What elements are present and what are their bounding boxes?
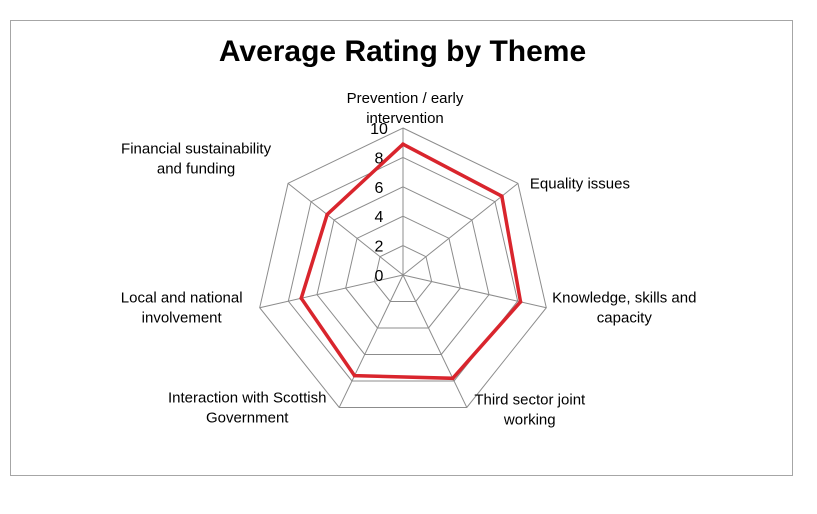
category-label: Financial sustainability and funding: [121, 140, 272, 177]
tick-label: 0: [375, 268, 384, 285]
chart-frame: Average Rating by Theme 0 2 4 6 8 10 Preventio…: [10, 20, 793, 476]
grid-ring: [259, 127, 547, 408]
category-label-line: working: [503, 411, 556, 428]
grid-spoke: [287, 182, 404, 276]
radar-chart: 0 2 4 6 8 10 Prevention / early intervention Equ…: [121, 90, 697, 428]
category-label-line: and funding: [157, 160, 235, 177]
grid-spoke: [259, 274, 404, 309]
category-label-line: Prevention / early: [347, 90, 464, 107]
category-label-line: intervention: [366, 110, 444, 127]
category-label: Prevention / early intervention: [347, 90, 464, 127]
chart-title: Average Rating by Theme: [218, 35, 587, 68]
data-point: [352, 373, 357, 378]
grid-spoke: [402, 182, 519, 276]
category-label-line: Local and national: [121, 290, 243, 307]
tick-label: 10: [370, 121, 388, 138]
grid-spoke: [402, 274, 468, 408]
category-label-line: Interaction with Scottish: [168, 389, 326, 406]
category-label-line: capacity: [597, 310, 653, 327]
category-label: Knowledge, skills and capacity: [552, 290, 696, 327]
data-point: [518, 300, 523, 304]
category-label: Local and national involvement: [121, 290, 243, 327]
tick-label: 2: [375, 239, 384, 256]
data-point: [299, 296, 304, 301]
data-point: [325, 212, 329, 217]
category-label-line: involvement: [142, 310, 223, 327]
category-label-line: Financial sustainability: [121, 140, 272, 157]
grid-ring: [373, 245, 433, 302]
category-label-line: Knowledge, skills and: [552, 290, 696, 307]
data-point: [401, 142, 405, 146]
category-label-line: Government: [206, 409, 289, 426]
tick-label: 4: [375, 209, 384, 226]
grid-spoke: [402, 274, 547, 309]
tick-label: 8: [375, 150, 384, 167]
series-line: [299, 142, 523, 381]
data-point: [450, 376, 455, 381]
grid-spoke: [338, 274, 404, 408]
category-label: Interaction with Scottish Government: [168, 389, 326, 426]
grid-ring: [287, 156, 519, 382]
data-point: [500, 194, 504, 198]
category-label-line: Equality issues: [530, 175, 630, 192]
tick-label: 6: [375, 180, 384, 197]
category-label: Equality issues: [530, 175, 630, 192]
category-label-line: Third sector joint: [474, 391, 586, 408]
category-label: Third sector joint working: [474, 391, 586, 428]
grid-ring: [345, 215, 461, 329]
grid-ring: [316, 186, 490, 355]
